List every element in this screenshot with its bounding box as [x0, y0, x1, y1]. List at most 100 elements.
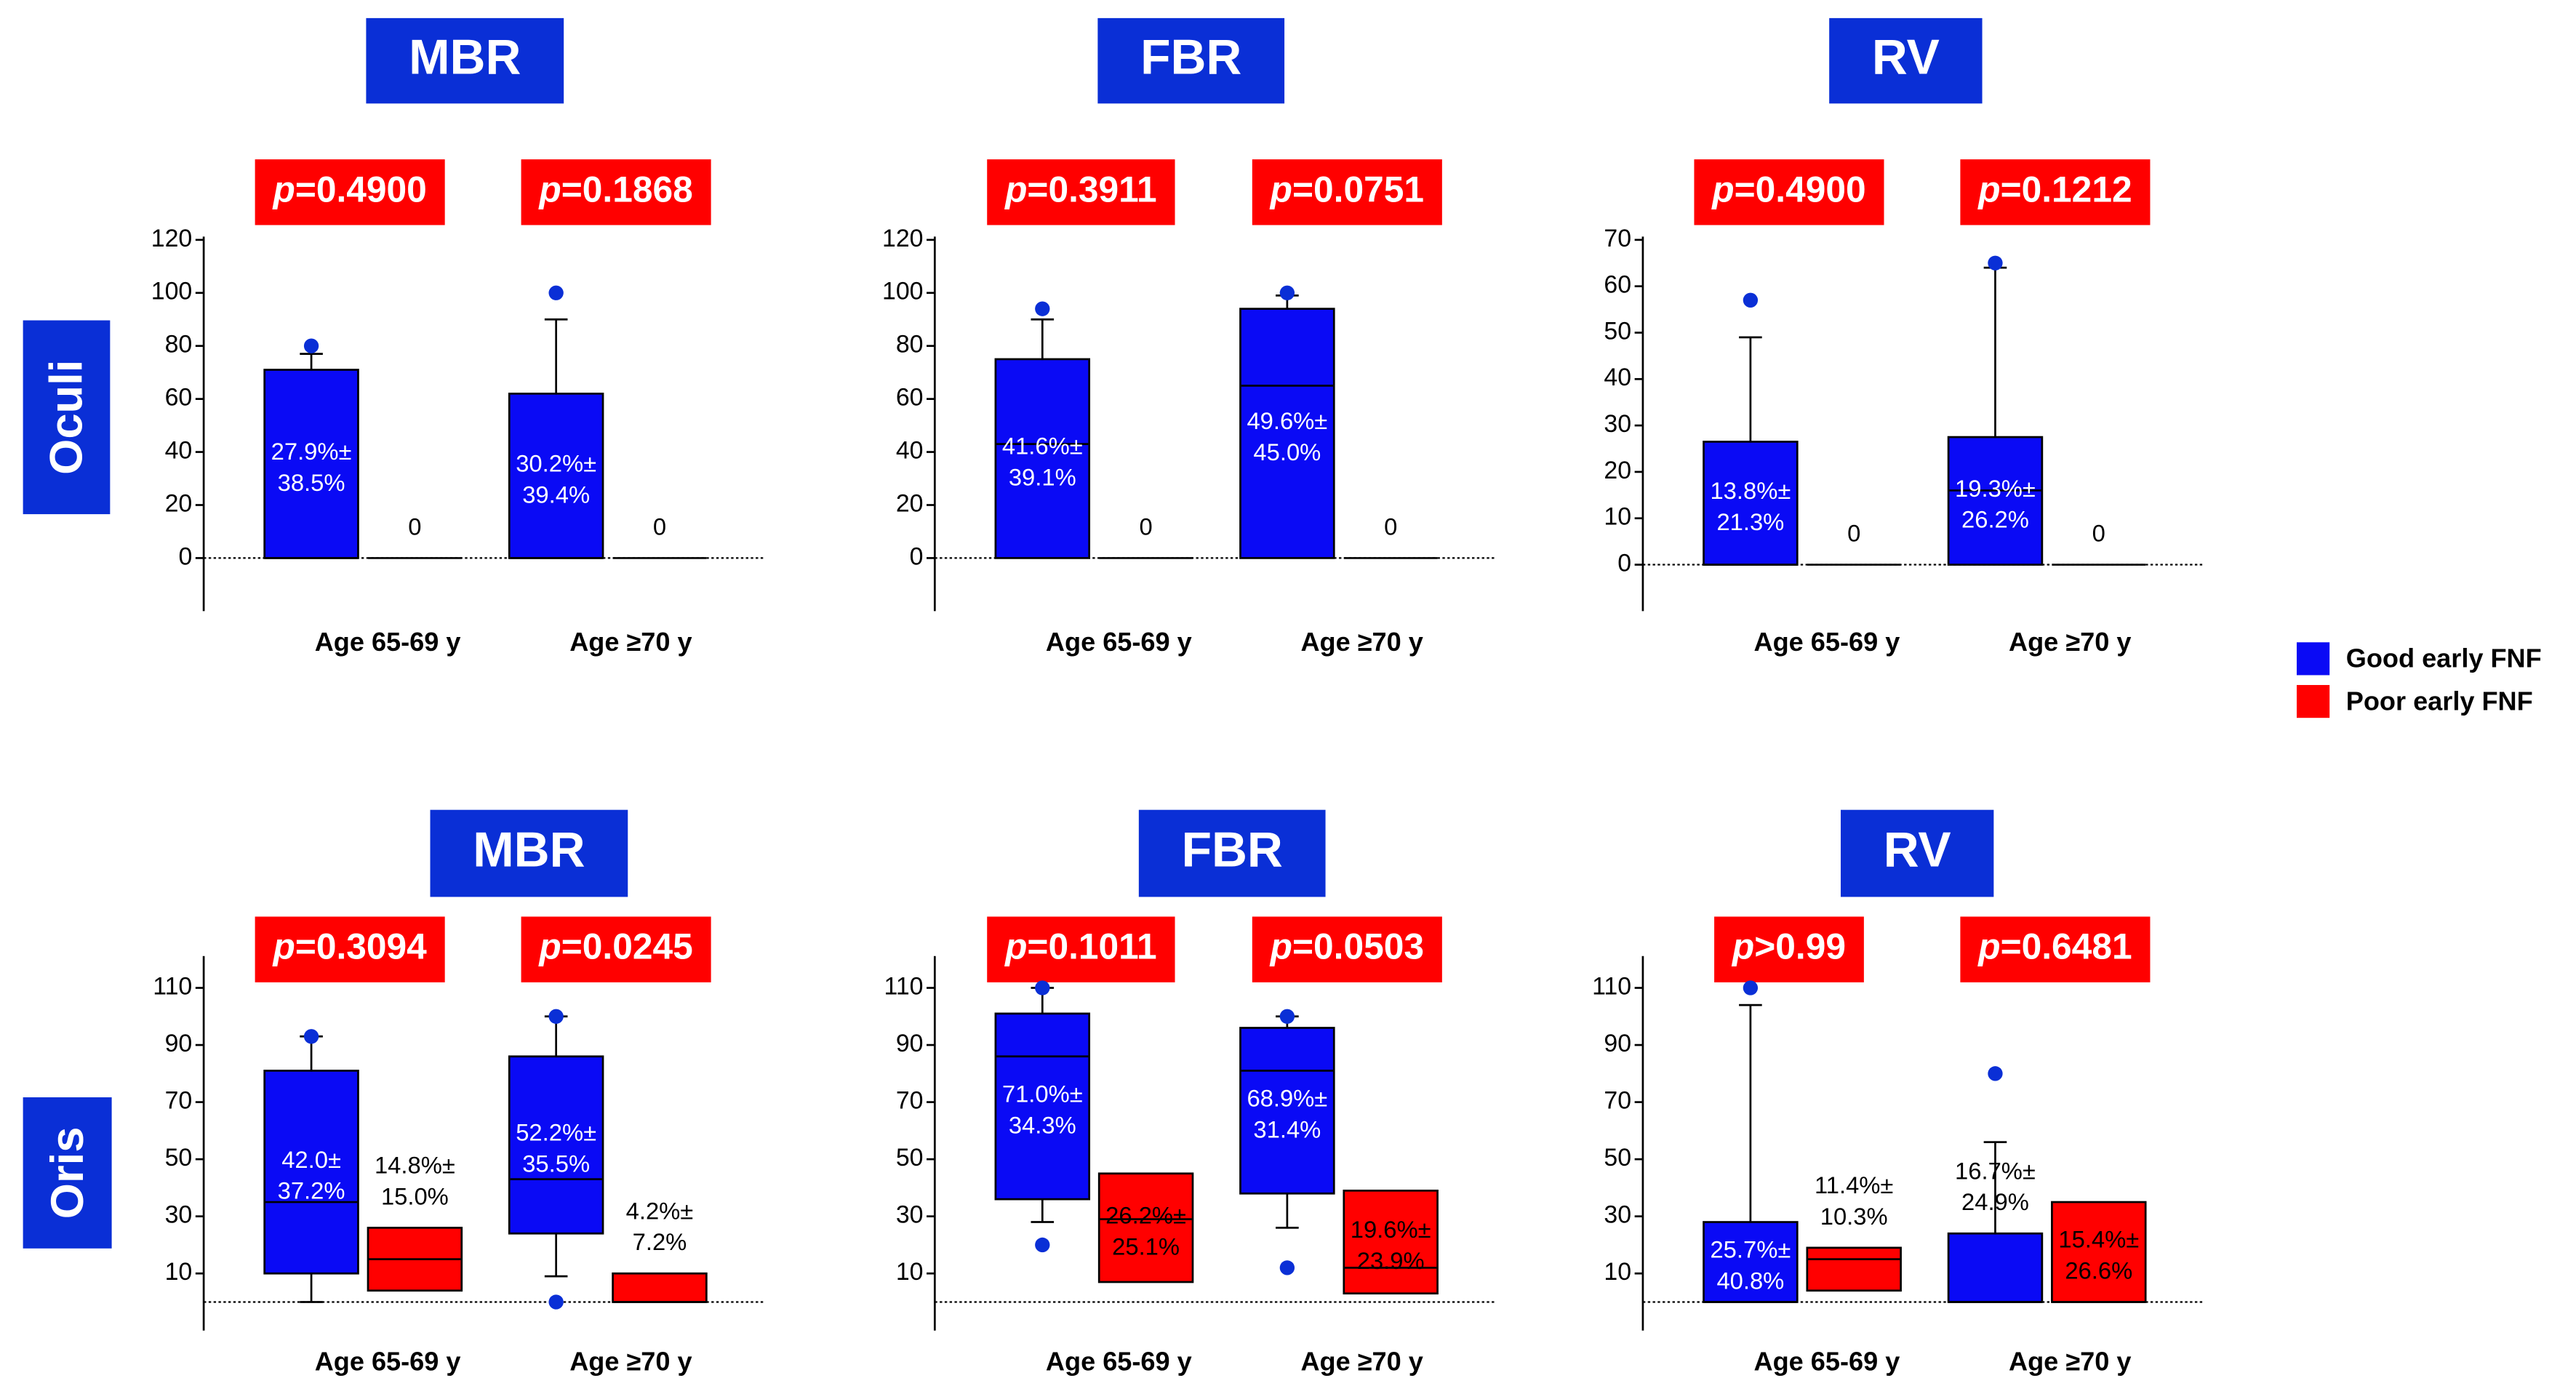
box-label: 34.3%: [1009, 1111, 1076, 1138]
y-tick-label: 20: [165, 489, 193, 517]
box: [1947, 1232, 2044, 1303]
box-label: 52.2%±: [516, 1118, 596, 1145]
y-tick-label: 80: [896, 331, 924, 358]
chart-title: RV: [1872, 31, 1940, 85]
p-value-box: [1252, 916, 1442, 982]
p-value-box: [1960, 159, 2151, 225]
p-value: p=0.0751: [1269, 169, 1424, 209]
outlier: [1035, 980, 1050, 996]
outlier: [1035, 301, 1050, 316]
row-label-box: [23, 1097, 112, 1249]
box-label: 39.1%: [1009, 464, 1076, 491]
y-tick-label: 0: [910, 542, 924, 570]
y-tick-label: 50: [165, 1144, 193, 1171]
box-label: 68.9%±: [1247, 1084, 1327, 1111]
outlier: [1743, 292, 1759, 308]
box-label: 24.9%: [1961, 1188, 2029, 1215]
title-box: [1840, 809, 1994, 897]
box: [1806, 1246, 1902, 1292]
x-tick-label: Age 65-69 y: [1046, 1346, 1192, 1376]
outlier: [1743, 980, 1759, 996]
x-tick-label: Age 65-69 y: [1754, 1346, 1900, 1376]
p-value-box: [521, 916, 711, 982]
y-tick-label: 60: [1604, 271, 1631, 299]
y-tick-label: 80: [165, 331, 193, 358]
outlier: [548, 285, 564, 300]
box: [1097, 1172, 1194, 1283]
y-tick-label: 30: [1604, 410, 1631, 438]
p-value-box: [255, 916, 445, 982]
y-tick-label: 90: [896, 1030, 924, 1057]
box: [612, 1272, 708, 1303]
box: [1239, 308, 1335, 559]
box-label: 26.6%: [2065, 1257, 2132, 1284]
y-tick-label: 10: [165, 1258, 193, 1286]
outlier: [548, 1009, 564, 1024]
y-tick-label: 110: [1592, 972, 1631, 1000]
box: [1703, 1221, 1799, 1303]
row-label-box: [23, 320, 111, 515]
y-tick-label: 100: [151, 278, 193, 305]
box-label: 35.5%: [522, 1150, 590, 1177]
p-value-box: [255, 159, 445, 225]
y-tick-label: 10: [1604, 503, 1631, 531]
p-value-box: [1714, 916, 1864, 982]
legend-swatch: [2296, 642, 2330, 676]
y-tick-label: 70: [165, 1087, 193, 1115]
outlier: [1279, 285, 1295, 300]
p-value: p=0.0503: [1269, 926, 1424, 967]
y-tick-label: 30: [165, 1201, 193, 1229]
title-box: [1138, 809, 1326, 897]
y-tick-label: 100: [882, 278, 924, 305]
box-label: 31.4%: [1253, 1115, 1321, 1142]
box-label: 16.7%±: [1955, 1157, 2036, 1184]
box-label: 27.9%±: [271, 438, 352, 465]
box-label: 4.2%±: [626, 1197, 694, 1224]
x-tick-label: Age ≥70 y: [2009, 1346, 2131, 1376]
y-tick-label: 10: [896, 1258, 924, 1286]
box-label: 26.2%: [1961, 506, 2029, 533]
y-tick-label: 40: [1604, 364, 1631, 391]
y-tick-label: 60: [896, 384, 924, 412]
y-tick-label: 0: [1617, 549, 1631, 577]
legend-swatch: [2296, 685, 2330, 718]
outlier: [303, 1029, 319, 1044]
chart-title: MBR: [409, 31, 521, 85]
outlier: [303, 338, 319, 353]
p-value: p=0.1011: [1004, 926, 1157, 967]
box-label: 21.3%: [1716, 508, 1784, 535]
y-tick-label: 60: [165, 384, 193, 412]
legend-label: Poor early FNF: [2346, 686, 2533, 716]
x-tick-label: Age 65-69 y: [1754, 627, 1900, 657]
x-tick-label: Age 65-69 y: [315, 1346, 461, 1376]
row-label: Oris: [42, 1127, 93, 1219]
x-tick-label: Age 65-69 y: [315, 627, 461, 657]
p-value: p>0.99: [1731, 926, 1846, 967]
p-value: p=0.6481: [1977, 926, 2132, 967]
box: [1703, 441, 1799, 566]
x-tick-label: Age ≥70 y: [1300, 627, 1423, 657]
y-tick-label: 40: [896, 437, 924, 465]
chart-title: FBR: [1140, 31, 1241, 85]
box-label: 19.3%±: [1955, 475, 2036, 502]
y-tick-label: 120: [882, 225, 924, 252]
box-label: 13.8%±: [1710, 477, 1791, 504]
row-label: Oculi: [41, 360, 92, 475]
legend-label: Good early FNF: [2346, 644, 2542, 673]
box-label: 14.8%±: [375, 1151, 455, 1178]
box-label: 37.2%: [278, 1177, 345, 1204]
box-label: 26.2%±: [1105, 1201, 1186, 1228]
box-label: 0: [1384, 513, 1397, 540]
box-label: 39.4%: [522, 481, 590, 508]
box-label: 25.7%±: [1710, 1235, 1791, 1262]
y-tick-label: 50: [1604, 317, 1631, 345]
p-value: p=0.1868: [537, 169, 692, 209]
y-tick-label: 20: [1604, 457, 1631, 484]
x-tick-label: Age 65-69 y: [1046, 627, 1192, 657]
box: [1239, 1027, 1335, 1195]
y-tick-label: 50: [896, 1144, 924, 1171]
box-label: 0: [653, 513, 666, 540]
p-value-box: [521, 159, 711, 225]
p-value-box: [987, 916, 1175, 982]
